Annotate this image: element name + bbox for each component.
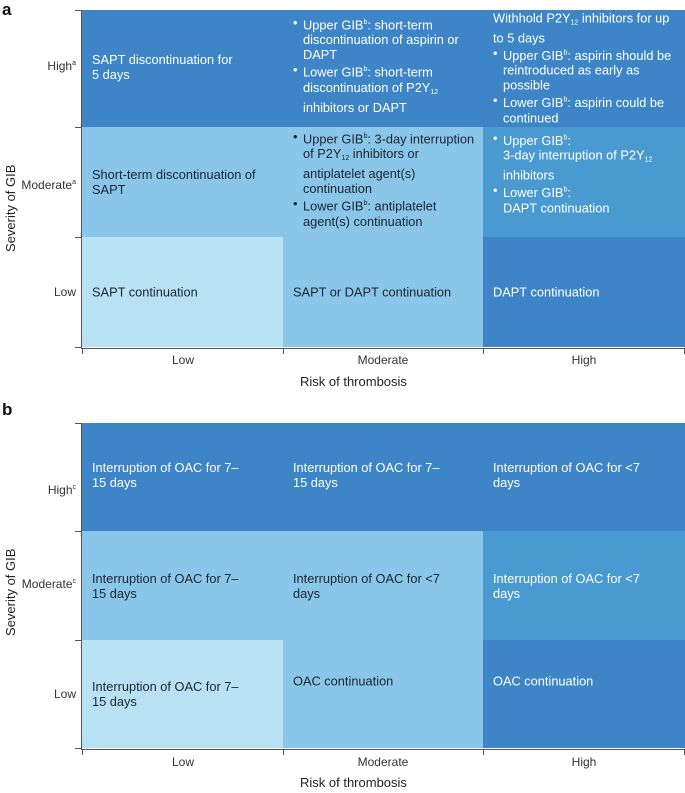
panel-a-y-tick — [75, 237, 81, 238]
panel-a-col-label-moderate: Moderate — [357, 353, 409, 367]
panel-b-x-tick — [283, 749, 284, 755]
panel-a-bullet: Lower GIBb: antiplatelet agent(s) contin… — [293, 197, 475, 229]
panel-a-y-tick — [75, 10, 81, 11]
panel-b-x-tick — [82, 749, 83, 755]
panel-a-row-label-moderate: Moderatea — [21, 178, 76, 192]
panel-b-row-label-high: Highc — [47, 483, 76, 497]
panel-b-cell-moderate-low: Interruption of OAC for 7–15 days — [82, 531, 283, 640]
panel-a-cell-high-moderate: Upper GIBb: short-term discontinuation o… — [283, 10, 483, 127]
panel-a-y-tick — [75, 127, 81, 128]
panel-a-high-high-intro: Withhold P2Y12 inhibitors for up to 5 da… — [493, 10, 670, 46]
panel-b-y-tick — [75, 748, 81, 749]
panel-a-cell-low-high: DAPT continuation — [483, 237, 685, 347]
panel-a-cell-high-high: Withhold P2Y12 inhibitors for up to 5 da… — [483, 10, 685, 127]
panel-a-x-axis-label: Risk of thrombosis — [300, 374, 407, 389]
panel-a-x-tick — [283, 348, 284, 354]
panel-b-cell-high-high: Interruption of OAC for <7 days — [483, 423, 685, 531]
panel-b-x-tick — [483, 749, 484, 755]
panel-a-x-axis-line — [81, 348, 685, 349]
panel-b-col-label-low: Low — [171, 755, 194, 769]
panel-a-x-tick — [82, 348, 83, 354]
panel-b-row-label-moderate: Moderatec — [21, 577, 76, 591]
panel-b-cell-high-low: Interruption of OAC for 7–15 days — [82, 423, 283, 531]
panel-a-y-axis-line — [81, 10, 82, 348]
panel-b-col-label-moderate: Moderate — [357, 755, 409, 769]
panel-b-cell-low-moderate: OAC continuation — [283, 640, 483, 748]
panel-a-letter: a — [2, 0, 12, 19]
panel-b-y-tick — [75, 423, 81, 424]
panel-a-y-tick — [75, 347, 81, 348]
panel-b-y-axis-label: Severity of GIB — [3, 548, 18, 636]
panel-a-col-label-low: Low — [171, 353, 194, 367]
panel-b-cell-moderate-moderate: Interruption of OAC for <7 days — [283, 531, 483, 640]
panel-a-bullet: Lower GIBb:DAPT continuation — [493, 183, 677, 215]
panel-a-x-tick — [483, 348, 484, 354]
panel-b-y-tick — [75, 640, 81, 641]
panel-a-bullet: Upper GIBb: short-term discontinuation o… — [293, 15, 475, 62]
panel-b-letter: b — [2, 400, 13, 419]
panel-a-cell-moderate-high: Upper GIBb:3-day interruption of P2Y12 i… — [483, 127, 685, 237]
panel-b-y-tick — [75, 531, 81, 532]
panel-a-cell-moderate-moderate: Upper GIBb: 3-day interruption of P2Y12 … — [283, 127, 483, 237]
panel-b-x-axis-label: Risk of thrombosis — [300, 775, 407, 790]
panel-b-y-axis-line — [81, 423, 82, 749]
panel-a-cell-low-low: SAPT continuation — [82, 237, 283, 347]
panel-a-col-label-high: High — [571, 353, 597, 367]
panel-b-row-label-low: Low — [53, 687, 76, 701]
panel-a-bullet: Lower GIBb: aspirin could be continued — [493, 93, 677, 125]
panel-a-row-label-low: Low — [53, 285, 76, 299]
panel-b-cell-high-moderate: Interruption of OAC for 7–15 days — [283, 423, 483, 531]
panel-b-cell-low-low: Interruption of OAC for 7–15 days — [82, 640, 283, 748]
panel-a-bullet: Lower GIBb: short-term discontinuation o… — [293, 63, 475, 115]
panel-a-bullet: Upper GIBb:3-day interruption of P2Y12 i… — [493, 131, 677, 183]
panel-a-cell-low-moderate: SAPT or DAPT continuation — [283, 237, 483, 347]
panel-b-cell-moderate-high: Interruption of OAC for <7 days — [483, 531, 685, 640]
panel-a-bullet: Upper GIBb: 3-day interruption of P2Y12 … — [293, 129, 475, 196]
panel-a-row-label-high: Higha — [47, 59, 76, 73]
panel-a-bullet: Upper GIBb: aspirin should be reintroduc… — [493, 46, 677, 93]
panel-b-cell-low-high: OAC continuation — [483, 640, 685, 748]
panel-b-col-label-high: High — [571, 755, 597, 769]
panel-a-cell-high-low: SAPT discontinuation for 5 days — [82, 10, 283, 127]
panel-a-cell-moderate-low: Short-term discontinuation of SAPT — [82, 127, 283, 237]
panel-b-x-axis-line — [81, 749, 685, 750]
